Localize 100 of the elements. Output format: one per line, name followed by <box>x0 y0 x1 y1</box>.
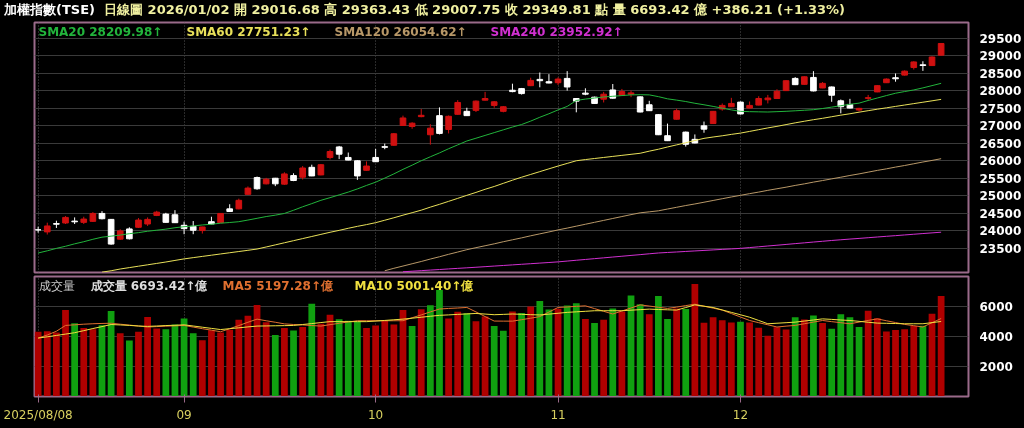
bar <box>536 300 544 397</box>
bar <box>426 305 434 397</box>
y-tick-label: 29000 <box>979 49 1022 64</box>
bar <box>354 321 361 397</box>
bar <box>755 327 763 397</box>
bar <box>572 303 580 397</box>
bar <box>454 311 462 397</box>
y-tick-label: 2000 <box>979 360 1013 374</box>
bar <box>746 322 753 397</box>
bar <box>563 305 571 397</box>
bar <box>144 316 151 397</box>
y-tick-label: 28000 <box>979 84 1022 99</box>
bar <box>281 327 288 397</box>
bar <box>518 313 525 397</box>
bar <box>135 331 142 397</box>
bar <box>873 318 881 397</box>
candlestick <box>563 70 571 92</box>
candlestick <box>481 91 489 101</box>
y-tick-label: 24500 <box>979 206 1022 221</box>
bar <box>718 320 726 397</box>
bar <box>235 319 243 397</box>
bar <box>80 327 88 397</box>
bar <box>636 304 644 397</box>
text: SMA60 27751.23↑ <box>186 24 311 39</box>
y-tick-label: 4000 <box>979 330 1013 344</box>
y-tick-label: 28500 <box>979 66 1022 81</box>
bar <box>664 318 671 397</box>
bar <box>335 319 343 397</box>
y-tick-label: 25000 <box>979 189 1022 204</box>
bar <box>189 333 197 397</box>
line-series <box>37 82 942 254</box>
line-series <box>384 158 942 272</box>
bar <box>645 314 653 397</box>
bar <box>381 320 389 397</box>
candlestick <box>436 106 443 135</box>
bar <box>691 284 699 397</box>
text: 成交量 6693.42↑億 <box>89 278 209 293</box>
x-tick-label: 11 <box>550 407 566 422</box>
bar <box>262 322 270 397</box>
bar <box>208 330 215 397</box>
bar <box>344 320 352 397</box>
line-series <box>101 98 942 273</box>
bar <box>445 318 452 397</box>
bar <box>819 323 826 397</box>
bar <box>436 290 443 397</box>
bar <box>271 334 279 397</box>
bar <box>363 327 370 397</box>
bar <box>655 296 662 397</box>
bar <box>71 323 79 397</box>
bar <box>390 324 398 397</box>
bar <box>673 308 680 397</box>
y-tick-label: 23500 <box>979 241 1022 256</box>
bar <box>837 314 845 397</box>
bar <box>892 329 899 397</box>
bar <box>937 296 945 397</box>
candlestick <box>919 60 927 72</box>
bar <box>600 319 608 397</box>
bar <box>308 303 316 397</box>
x-tick-label: 2025/08/08 <box>3 407 73 422</box>
candlestick <box>810 70 817 92</box>
text: MA5 5197.28↑億 <box>222 278 334 293</box>
y-tick-label: 6000 <box>979 300 1013 314</box>
bar <box>62 309 69 397</box>
chart-title: 成交量 <box>38 278 75 293</box>
candlestick <box>427 123 434 146</box>
bar <box>727 322 735 397</box>
bar <box>217 332 224 397</box>
text: SMA240 23952.92↑ <box>490 24 623 39</box>
bar <box>609 308 617 397</box>
bar <box>591 323 598 397</box>
bar <box>883 331 890 397</box>
text: SMA20 28209.98↑ <box>38 24 163 39</box>
bar <box>490 326 498 397</box>
bar <box>372 325 379 397</box>
bar <box>901 329 909 397</box>
bar <box>791 317 799 397</box>
bar <box>290 330 297 397</box>
bar <box>198 340 206 397</box>
bar <box>828 328 836 397</box>
bar <box>864 310 872 397</box>
line-series <box>402 231 942 273</box>
bar <box>125 340 133 397</box>
bar <box>682 309 690 397</box>
bar <box>800 319 808 397</box>
bar <box>463 313 471 397</box>
candlestick <box>354 159 361 181</box>
candlestick <box>700 121 708 134</box>
series-label: MA10 5001.40↑億 <box>354 278 475 293</box>
y-tick-label: 29500 <box>979 31 1022 46</box>
bar <box>582 318 589 397</box>
bar <box>910 326 918 397</box>
bar <box>737 321 744 397</box>
x-tick-label: 10 <box>367 407 384 422</box>
chart-subtitle: 日線圖 2026/01/02 開 29016.68 高 29363.43 低 29007.75 收 29349.81 點 量 6693.42 億 +386.21 (+1.33%) <box>104 2 845 17</box>
bar <box>764 335 772 397</box>
chart-title: 加權指數(TSE) <box>4 2 95 17</box>
bar <box>299 327 307 397</box>
y-tick-label: 26500 <box>979 136 1022 151</box>
y-tick-label: 26000 <box>979 154 1022 169</box>
bar <box>417 309 425 397</box>
